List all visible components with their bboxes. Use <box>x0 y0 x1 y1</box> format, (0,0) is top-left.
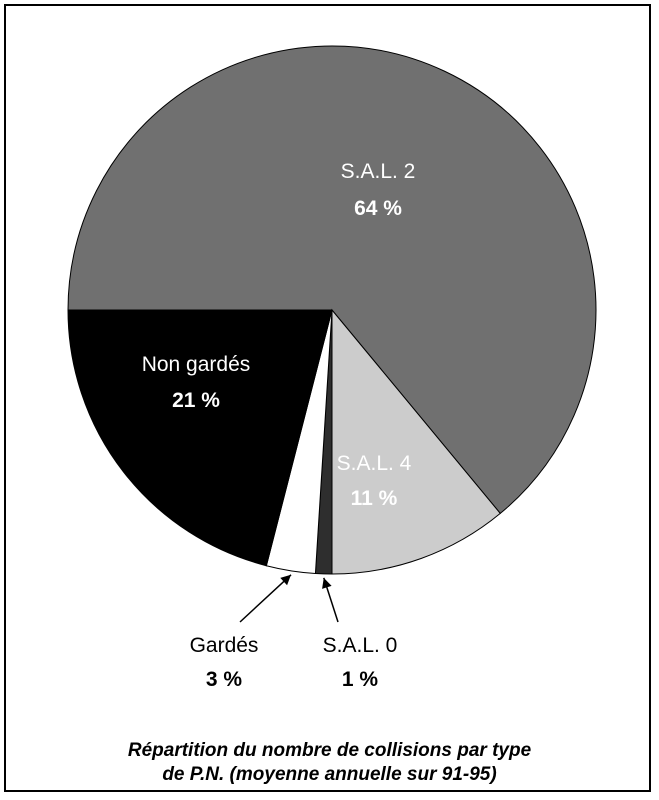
pie-slice-s-a-l-2 <box>67 45 597 515</box>
slice-percent-label: 11 % <box>351 487 398 510</box>
chart-title-line-1: Répartition du nombre de collisions par … <box>127 740 532 761</box>
pie-slice-s-a-l-4 <box>331 308 501 575</box>
label-pointers <box>239 574 339 623</box>
slice-percent-label: 1 % <box>342 668 379 691</box>
slice-label: S.A.L. 4 <box>337 452 412 475</box>
slice-percent-label: 3 % <box>206 668 243 691</box>
chart-title-line-2: de P.N. (moyenne annuelle sur 91-95) <box>162 764 497 785</box>
slice-labels: S.A.L. 2 64 % S.A.L. 4 11 % S.A.L. 0 1 % Gardé… <box>142 160 416 691</box>
slice-label: S.A.L. 0 <box>323 634 398 657</box>
slice-percent-label: 21 % <box>172 389 220 412</box>
pie-slices <box>67 45 597 575</box>
pointer-line-3 <box>239 574 292 623</box>
pointer-arrowhead-2 <box>322 577 332 589</box>
slice-label: Non gardés <box>142 353 251 376</box>
slice-label: S.A.L. 2 <box>341 160 416 183</box>
slice-label: Gardés <box>190 634 259 657</box>
slice-percent-label: 64 % <box>354 197 402 220</box>
pointer-arrowhead-3 <box>280 574 292 586</box>
pie-slice-non-gard-s <box>67 309 333 567</box>
